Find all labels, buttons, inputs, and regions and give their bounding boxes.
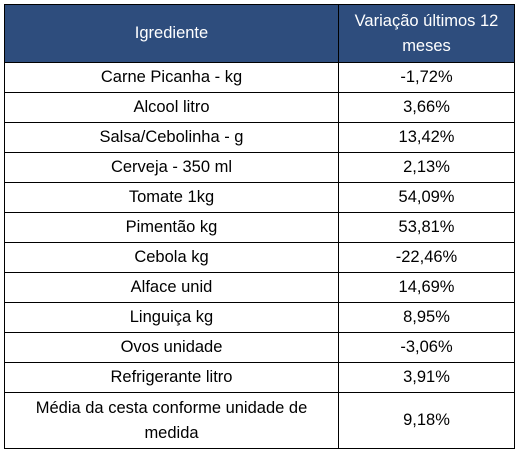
variation-cell: 13,42% bbox=[338, 122, 515, 153]
ingredient-cell: Tomate 1kg bbox=[4, 182, 339, 213]
variation-cell: 14,69% bbox=[338, 272, 515, 303]
ingredient-cell: Cebola kg bbox=[4, 242, 339, 273]
ingredient-cell: Carne Picanha - kg bbox=[4, 62, 339, 93]
variation-cell: 53,81% bbox=[338, 212, 515, 243]
table-row: Alface unid 14,69% bbox=[4, 272, 515, 303]
header-row: Igrediente Variação últimos 12 meses bbox=[4, 4, 515, 63]
header-ingredient: Igrediente bbox=[4, 4, 339, 63]
table-header: Igrediente Variação últimos 12 meses bbox=[4, 4, 515, 63]
table-row: Linguiça kg 8,95% bbox=[4, 302, 515, 333]
table-row: Pimentão kg 53,81% bbox=[4, 212, 515, 243]
table-body: Carne Picanha - kg -1,72% Alcool litro 3… bbox=[4, 62, 515, 449]
variation-cell: 9,18% bbox=[338, 392, 515, 449]
table-row: Alcool litro 3,66% bbox=[4, 92, 515, 123]
table-row-average: Média da cesta conforme unidade de medid… bbox=[4, 392, 515, 449]
table-row: Salsa/Cebolinha - g 13,42% bbox=[4, 122, 515, 153]
table-row: Cebola kg -22,46% bbox=[4, 242, 515, 273]
variation-cell: -1,72% bbox=[338, 62, 515, 93]
variation-cell: 54,09% bbox=[338, 182, 515, 213]
ingredient-cell: Cerveja - 350 ml bbox=[4, 152, 339, 183]
ingredient-cell: Linguiça kg bbox=[4, 302, 339, 333]
variation-cell: 3,91% bbox=[338, 362, 515, 393]
ingredient-cell: Salsa/Cebolinha - g bbox=[4, 122, 339, 153]
header-variation: Variação últimos 12 meses bbox=[338, 4, 515, 63]
variation-cell: -22,46% bbox=[338, 242, 515, 273]
ingredient-cell: Alface unid bbox=[4, 272, 339, 303]
table-row: Ovos unidade -3,06% bbox=[4, 332, 515, 363]
ingredient-cell: Ovos unidade bbox=[4, 332, 339, 363]
ingredient-cell: Alcool litro bbox=[4, 92, 339, 123]
price-variation-table: Igrediente Variação últimos 12 meses Car… bbox=[4, 4, 515, 449]
table-row: Refrigerante litro 3,91% bbox=[4, 362, 515, 393]
variation-cell: -3,06% bbox=[338, 332, 515, 363]
table-row: Cerveja - 350 ml 2,13% bbox=[4, 152, 515, 183]
ingredient-cell: Refrigerante litro bbox=[4, 362, 339, 393]
table-row: Tomate 1kg 54,09% bbox=[4, 182, 515, 213]
variation-cell: 8,95% bbox=[338, 302, 515, 333]
price-variation-table-container: Igrediente Variação últimos 12 meses Car… bbox=[4, 4, 515, 449]
table-row: Carne Picanha - kg -1,72% bbox=[4, 62, 515, 93]
ingredient-cell: Pimentão kg bbox=[4, 212, 339, 243]
variation-cell: 2,13% bbox=[338, 152, 515, 183]
ingredient-cell: Média da cesta conforme unidade de medid… bbox=[4, 392, 339, 449]
variation-cell: 3,66% bbox=[338, 92, 515, 123]
